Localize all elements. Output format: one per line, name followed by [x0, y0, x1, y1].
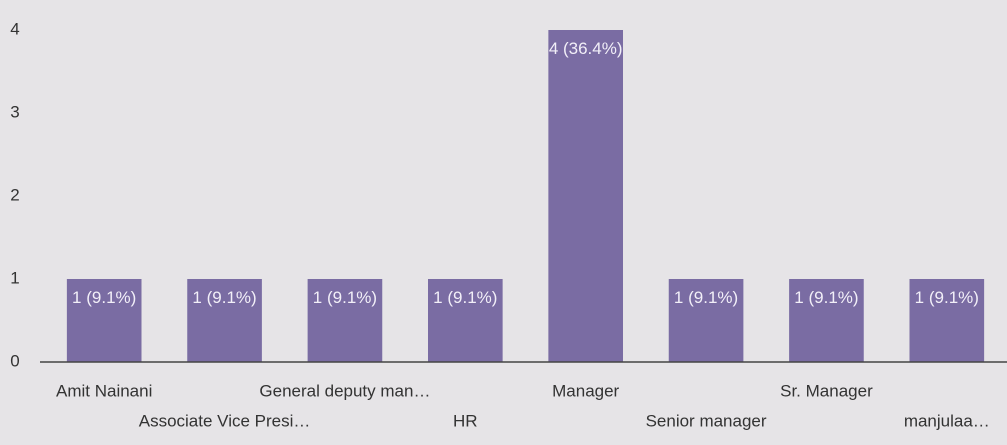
value-label: 1 (9.1%): [72, 288, 137, 307]
x-tick-label: Sr. Manager: [780, 381, 873, 400]
y-tick-label: 0: [10, 351, 19, 370]
value-label: 1 (9.1%): [192, 288, 257, 307]
value-label: 1 (9.1%): [673, 288, 739, 307]
bar: [307, 279, 383, 362]
y-tick-label: 2: [10, 185, 19, 204]
value-label: 1 (9.1%): [794, 288, 859, 307]
y-tick-label: 3: [10, 102, 19, 121]
value-label: 1 (9.1%): [914, 288, 979, 307]
bar: [789, 279, 864, 362]
bar: [909, 279, 985, 362]
x-tick-label: Amit Nainani: [56, 381, 152, 400]
bar: [548, 30, 624, 362]
value-label: 1 (9.1%): [312, 288, 378, 307]
x-tick-label: HR: [453, 411, 478, 430]
x-tick-label: Associate Vice Presi…: [139, 411, 311, 430]
y-tick-label: 4: [10, 19, 19, 38]
bar: [66, 279, 142, 362]
value-label: 1 (9.1%): [433, 288, 498, 307]
y-tick-label: 1: [10, 268, 19, 287]
bar: [187, 279, 262, 362]
bar: [668, 279, 744, 362]
value-label: 4 (36.4%): [548, 39, 623, 58]
bar: [427, 279, 503, 362]
x-tick-label: manjulaa…: [904, 411, 990, 430]
x-tick-label: Senior manager: [646, 411, 767, 430]
x-tick-label: Manager: [552, 381, 619, 400]
x-tick-label: General deputy man…: [259, 381, 430, 400]
